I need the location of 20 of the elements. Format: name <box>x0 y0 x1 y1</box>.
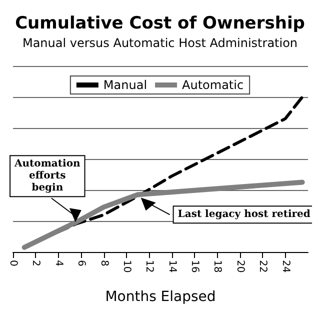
chart-subtitle: Manual versus Automatic Host Administration <box>22 36 298 50</box>
x-tick-label: 18 <box>212 260 223 273</box>
x-tick-label: 8 <box>98 260 110 266</box>
x-tick-label: 10 <box>120 260 132 273</box>
x-tick-label: 14 <box>166 260 178 273</box>
x-tick-label: 2 <box>30 260 42 266</box>
annotation: Last legacy host retired <box>178 209 310 220</box>
chart-title: Cumulative Cost of Ownership <box>15 14 305 34</box>
x-tick-label: 4 <box>52 260 64 266</box>
x-tick-label: 24 <box>280 260 291 273</box>
x-tick-label: 16 <box>189 260 200 273</box>
x-tick-label: 22 <box>257 260 268 273</box>
x-tick-label: 0 <box>8 260 18 266</box>
x-tick-label: 20 <box>234 260 246 273</box>
x-tick-label: 6 <box>76 260 87 266</box>
legend-label: Automatic <box>182 78 244 92</box>
x-tick-label: 12 <box>144 260 155 273</box>
annotation: Automation efforts begin <box>14 158 81 194</box>
x-axis-title: Months Elapsed <box>105 289 216 305</box>
legend-label: Manual <box>103 78 148 92</box>
